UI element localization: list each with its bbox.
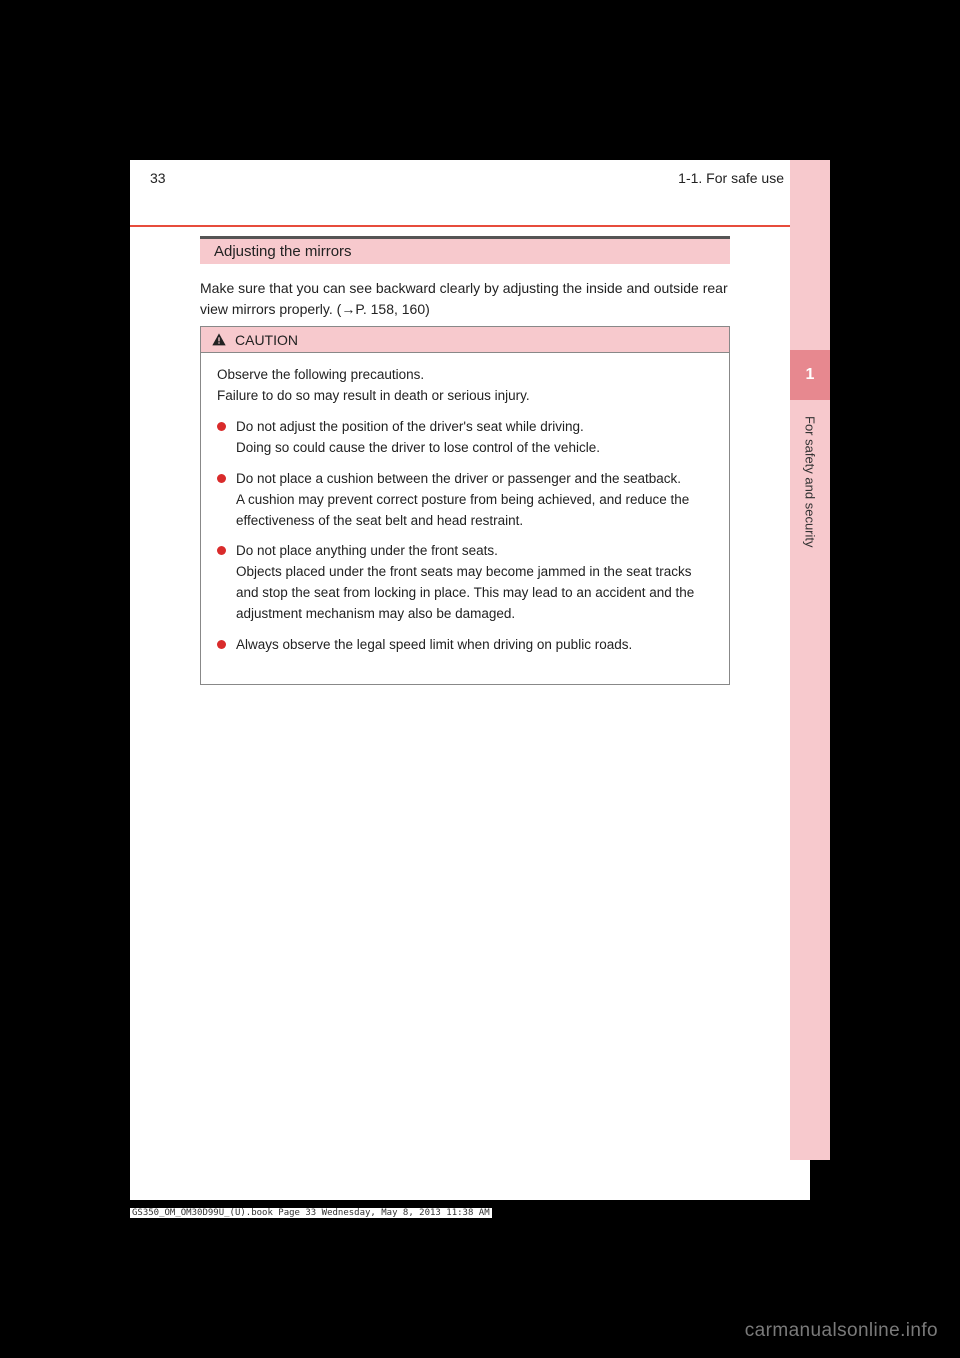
breadcrumb: 1-1. For safe use — [678, 170, 784, 186]
caution-label: CAUTION — [235, 332, 298, 348]
caution-item-text: Do not place anything under the front se… — [236, 541, 713, 625]
bullet-icon — [217, 640, 226, 649]
page-header: 33 1-1. For safe use — [130, 160, 790, 196]
caution-intro: Observe the following precautions.Failur… — [217, 365, 713, 407]
bullet-icon — [217, 474, 226, 483]
file-code: GS350_OM_OM30D99U_(U).book Page 33 Wedne… — [130, 1208, 492, 1218]
caution-item: Do not adjust the position of the driver… — [217, 417, 713, 459]
warning-icon — [211, 332, 227, 348]
caution-item: Do not place anything under the front se… — [217, 541, 713, 625]
section-intro: Make sure that you can see backward clea… — [200, 278, 730, 320]
page-number: 33 — [150, 170, 166, 186]
section-title: Adjusting the mirrors — [214, 243, 352, 260]
caution-item-text: Do not adjust the position of the driver… — [236, 417, 713, 459]
caution-box: CAUTION Observe the following precaution… — [200, 326, 730, 685]
watermark: carmanualsonline.info — [745, 1320, 938, 1342]
section-title-bar: Adjusting the mirrors — [200, 236, 730, 264]
caution-item: Do not place a cushion between the drive… — [217, 469, 713, 532]
side-tab-chapter-label: For safety and security — [790, 400, 830, 600]
bullet-icon — [217, 546, 226, 555]
side-tab-chapter-number: 1 — [790, 350, 830, 400]
caution-item-text: Do not place a cushion between the drive… — [236, 469, 713, 532]
bullet-icon — [217, 422, 226, 431]
caution-item: Always observe the legal speed limit whe… — [217, 635, 713, 656]
side-tab-bg — [790, 160, 830, 1160]
header-rule — [130, 225, 790, 227]
caution-body: Observe the following precautions.Failur… — [201, 353, 729, 684]
caution-item-text: Always observe the legal speed limit whe… — [236, 635, 713, 656]
caution-header: CAUTION — [201, 327, 729, 353]
